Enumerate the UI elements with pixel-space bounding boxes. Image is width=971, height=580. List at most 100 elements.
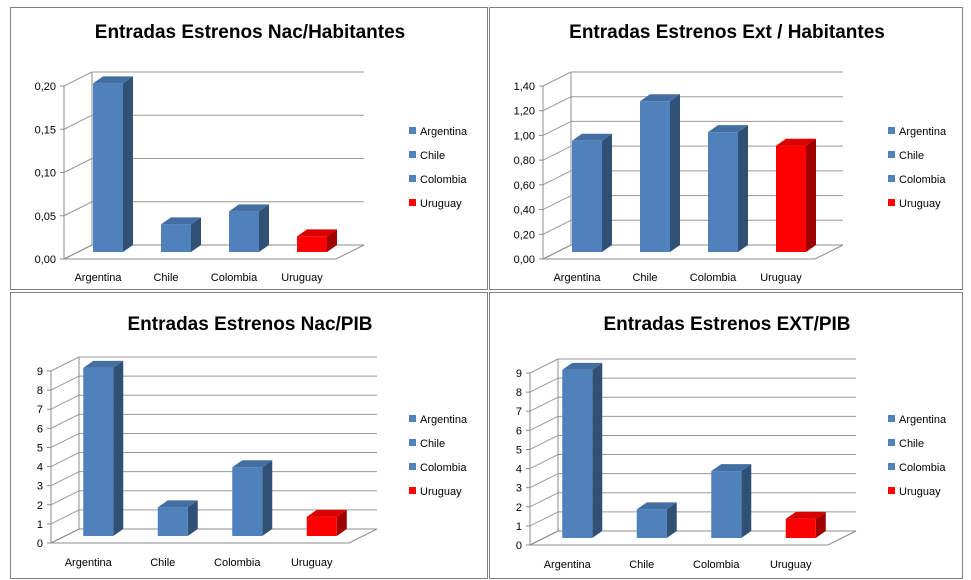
legend-label: Argentina bbox=[420, 126, 468, 138]
bar-front bbox=[93, 83, 123, 252]
gridline-side bbox=[529, 415, 559, 431]
bar-side bbox=[815, 511, 826, 538]
bar-front bbox=[229, 211, 259, 252]
y-tick-label: 2 bbox=[37, 500, 43, 512]
bar-front bbox=[297, 236, 327, 252]
bar-side bbox=[113, 360, 124, 536]
bar-side bbox=[327, 229, 337, 252]
bar-top bbox=[297, 229, 337, 237]
legend-swatch bbox=[888, 175, 895, 182]
x-tick-label: Colombia bbox=[693, 559, 740, 571]
x-tick-label: Argentina bbox=[553, 272, 601, 284]
gridline-side bbox=[542, 145, 572, 161]
gridline-side bbox=[63, 158, 93, 173]
bar-front bbox=[776, 145, 806, 252]
y-tick-label: 8 bbox=[516, 387, 522, 399]
x-tick-label: Colombia bbox=[214, 557, 261, 569]
legend-label: Colombia bbox=[899, 174, 946, 186]
bar-front bbox=[306, 516, 337, 536]
legend-swatch bbox=[409, 487, 416, 494]
gridline-side bbox=[50, 375, 80, 391]
bar-side bbox=[670, 94, 680, 252]
y-tick-label: 6 bbox=[37, 423, 43, 435]
gridline-side bbox=[529, 511, 559, 527]
y-tick-label: 0,00 bbox=[514, 254, 535, 266]
bar-top bbox=[640, 94, 680, 102]
y-tick-label: 0,10 bbox=[35, 168, 56, 180]
bar-top bbox=[306, 509, 347, 517]
y-tick-label: 2 bbox=[516, 502, 522, 514]
bar-top bbox=[708, 125, 748, 133]
x-tick-label: Argentina bbox=[544, 559, 592, 571]
y-tick-label: 3 bbox=[37, 481, 43, 493]
x-tick-label: Chile bbox=[632, 272, 657, 284]
x-tick-label: Colombia bbox=[690, 272, 737, 284]
gridline-side bbox=[529, 473, 559, 489]
y-tick-label: 7 bbox=[516, 406, 522, 418]
bar-front bbox=[572, 140, 602, 252]
bar-side bbox=[666, 502, 677, 538]
legend-swatch bbox=[888, 463, 895, 470]
y-tick-label: 0 bbox=[37, 538, 43, 550]
gridline-side bbox=[529, 396, 559, 412]
bar-chile bbox=[640, 94, 680, 252]
chart-svg: Entradas Estrenos Nac/Habitantes 0,00 0,05… bbox=[35, 22, 468, 284]
gridline-side bbox=[542, 195, 572, 211]
legend-swatch bbox=[888, 199, 895, 206]
legend-label: Uruguay bbox=[899, 486, 941, 498]
bar-side bbox=[187, 500, 198, 536]
legend-label: Argentina bbox=[899, 126, 947, 138]
legend-label: Colombia bbox=[420, 462, 467, 474]
bar-chile bbox=[161, 217, 201, 252]
bar-argentina bbox=[83, 360, 124, 536]
legend-label: Chile bbox=[420, 150, 445, 162]
x-tick-label: Uruguay bbox=[760, 272, 802, 284]
y-tick-label: 9 bbox=[516, 368, 522, 380]
y-tick-label: 8 bbox=[37, 385, 43, 397]
chart-svg: Entradas Estrenos EXT/PIB 0 1 2 3 4 5 6 7 8 9 Argen… bbox=[516, 314, 947, 571]
y-tick-label: 0,20 bbox=[514, 229, 535, 241]
bar-colombia bbox=[711, 464, 752, 538]
legend-label: Uruguay bbox=[420, 198, 462, 210]
legend-swatch bbox=[409, 199, 416, 206]
bar-front bbox=[562, 369, 593, 538]
legend-swatch bbox=[888, 127, 895, 134]
legend-label: Argentina bbox=[420, 414, 468, 426]
y-tick-label: 9 bbox=[37, 366, 43, 378]
bar-side bbox=[592, 362, 603, 538]
y-tick-label: 5 bbox=[516, 444, 522, 456]
legend-label: Argentina bbox=[899, 414, 947, 426]
y-tick-label: 0 bbox=[516, 540, 522, 552]
x-tick-label: Chile bbox=[629, 559, 654, 571]
bar-side bbox=[259, 204, 269, 252]
gridline-side bbox=[542, 170, 572, 186]
bar-side bbox=[741, 464, 752, 538]
y-tick-label: 0,60 bbox=[514, 180, 535, 192]
gridline-side bbox=[542, 96, 572, 112]
bar-top bbox=[711, 464, 752, 472]
gridline-side bbox=[50, 509, 80, 525]
bar-front bbox=[157, 507, 188, 536]
legend-swatch bbox=[409, 151, 416, 158]
bar-chile bbox=[157, 500, 198, 536]
legend-swatch bbox=[409, 415, 416, 422]
gridline-side bbox=[529, 454, 559, 470]
y-tick-label: 0,00 bbox=[35, 254, 56, 266]
x-tick-label: Argentina bbox=[74, 272, 122, 284]
bar-side bbox=[123, 76, 133, 252]
chart-title: Entradas Estrenos EXT/PIB bbox=[603, 314, 850, 335]
bar-side bbox=[738, 125, 748, 252]
gridline-side bbox=[529, 377, 559, 393]
bar-front bbox=[232, 467, 263, 536]
y-tick-label: 5 bbox=[37, 442, 43, 454]
legend-label: Chile bbox=[420, 438, 445, 450]
y-tick-label: 6 bbox=[516, 425, 522, 437]
legend-swatch bbox=[888, 151, 895, 158]
x-tick-label: Chile bbox=[153, 272, 178, 284]
bar-colombia bbox=[232, 460, 273, 536]
chart-floor bbox=[529, 530, 857, 546]
y-tick-label: 3 bbox=[516, 483, 522, 495]
bar-uruguay bbox=[785, 511, 826, 538]
gridline-side bbox=[50, 413, 80, 429]
bar-front bbox=[83, 367, 114, 536]
